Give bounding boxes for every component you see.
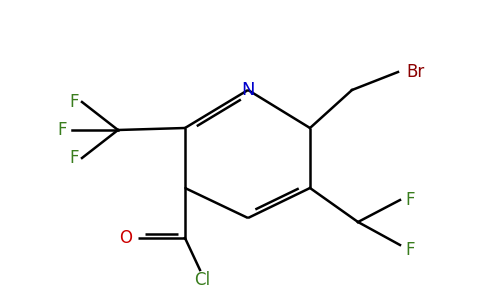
Text: O: O bbox=[120, 229, 133, 247]
Text: F: F bbox=[405, 241, 415, 259]
Text: F: F bbox=[57, 121, 67, 139]
Text: Cl: Cl bbox=[194, 271, 210, 289]
Text: Br: Br bbox=[407, 63, 425, 81]
Text: F: F bbox=[405, 191, 415, 209]
Text: N: N bbox=[241, 81, 255, 99]
Text: F: F bbox=[69, 93, 79, 111]
Text: F: F bbox=[69, 149, 79, 167]
